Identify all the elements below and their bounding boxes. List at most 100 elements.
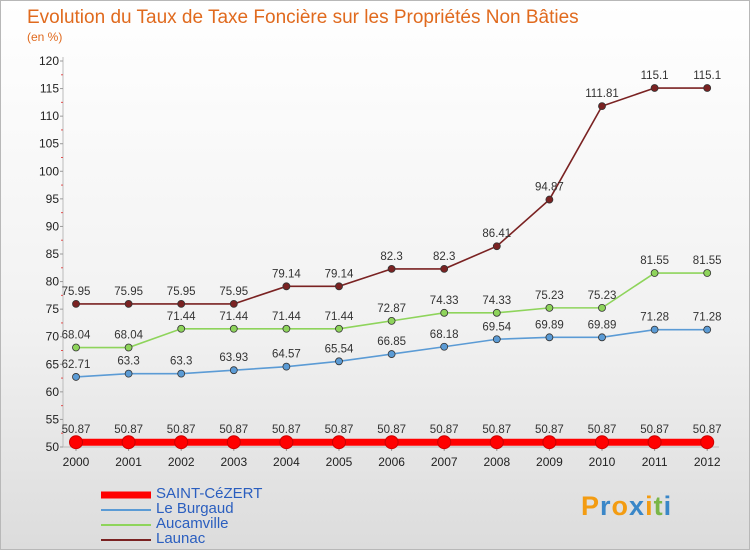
data-point <box>332 435 346 450</box>
chart-title: Evolution du Taux de Taxe Foncière sur l… <box>27 7 579 28</box>
legend-item: Launac <box>101 530 361 547</box>
data-point <box>121 435 136 450</box>
data-point <box>700 435 715 450</box>
data-point <box>124 300 133 308</box>
data-label: 75.95 <box>167 286 196 298</box>
logo-letter: x <box>629 491 646 521</box>
data-label: 86.41 <box>482 228 511 240</box>
data-point <box>440 264 449 273</box>
data-label: 50.87 <box>272 424 301 436</box>
data-point <box>72 373 80 381</box>
data-point <box>335 324 343 333</box>
data-point <box>703 269 712 277</box>
data-point <box>124 369 133 378</box>
chart-subtitle: (en %) <box>27 30 63 44</box>
data-point <box>492 242 501 251</box>
y-tick-label: 50 <box>46 440 60 454</box>
data-point <box>177 300 186 308</box>
data-label: 50.87 <box>693 424 722 436</box>
data-label: 75.23 <box>588 290 617 302</box>
data-label: 71.44 <box>272 311 301 323</box>
logo-letter: i <box>663 491 673 521</box>
data-label: 74.33 <box>430 295 459 307</box>
data-label: 75.23 <box>535 290 564 302</box>
x-tick-label: 2009 <box>536 455 563 469</box>
legend-swatch <box>101 508 151 511</box>
y-tick-label: 65 <box>46 357 60 371</box>
data-point <box>177 324 186 333</box>
data-label: 81.55 <box>693 255 722 267</box>
axes: 50 55 60 65 70 75 80 85 90 95 100 105 110 115 120 2000 2… <box>39 54 721 469</box>
data-point <box>177 369 186 378</box>
data-label: 71.28 <box>693 312 722 324</box>
data-point <box>69 435 83 450</box>
data-point <box>384 435 399 450</box>
data-labels: 75.95 75.95 75.95 75.95 79.14 79.14 82.3 82.3 86… <box>62 70 722 436</box>
y-tick-label: 95 <box>46 192 60 206</box>
data-point <box>174 435 189 450</box>
y-tick-label: 80 <box>46 275 60 289</box>
data-label: 71.44 <box>219 311 248 323</box>
x-tick-label: 2004 <box>273 455 300 469</box>
data-point <box>598 102 606 111</box>
y-tick-label: 60 <box>46 385 60 399</box>
logo-letter: t <box>653 491 664 521</box>
data-point <box>647 435 662 450</box>
y-tick-label: 75 <box>46 302 60 316</box>
data-point <box>489 435 504 450</box>
data-label: 74.33 <box>482 295 511 307</box>
data-point <box>226 435 241 450</box>
data-label: 64.57 <box>272 349 301 361</box>
x-tick-label: 2005 <box>326 455 353 469</box>
proxiti-logo: Proxiti <box>581 491 672 522</box>
data-label: 68.04 <box>62 330 91 342</box>
data-point <box>545 333 554 342</box>
data-label: 71.28 <box>640 312 669 324</box>
data-point <box>650 269 659 277</box>
data-label: 50.87 <box>588 424 617 436</box>
x-tick-label: 2000 <box>63 455 90 469</box>
y-tick-label: 85 <box>46 247 60 261</box>
data-label: 50.87 <box>167 424 196 436</box>
legend-item: Aucamville <box>101 515 361 532</box>
data-point <box>387 264 396 273</box>
data-point <box>229 366 238 375</box>
legend-swatch <box>101 538 151 541</box>
data-point <box>229 324 238 333</box>
logo-letter: P <box>581 491 601 521</box>
x-tick-label: 2011 <box>642 455 668 469</box>
data-label: 50.87 <box>325 424 354 436</box>
legend-swatch <box>101 491 151 498</box>
y-tick-label: 105 <box>39 137 59 151</box>
data-label: 111.81 <box>585 88 618 100</box>
legend-label: Aucamville <box>156 515 229 532</box>
data-label: 94.87 <box>535 182 564 194</box>
data-point <box>282 282 291 291</box>
data-point <box>229 300 238 308</box>
data-point <box>492 335 501 344</box>
legend-item: SAINT-CéZERT <box>101 485 361 502</box>
data-point <box>282 324 291 333</box>
data-label: 63.93 <box>219 352 248 364</box>
x-tick-label: 2007 <box>431 455 458 469</box>
data-point <box>650 325 659 334</box>
data-point <box>492 308 501 317</box>
data-label: 68.18 <box>430 329 459 341</box>
data-label: 82.3 <box>380 251 402 263</box>
x-tick-label: 2006 <box>378 455 405 469</box>
data-point <box>279 435 294 450</box>
data-label: 50.87 <box>114 424 143 436</box>
data-point <box>387 316 396 325</box>
data-label: 50.87 <box>430 424 459 436</box>
legend-swatch <box>101 523 151 526</box>
logo-letter: i <box>645 491 654 521</box>
data-label: 50.87 <box>62 424 91 436</box>
data-point <box>282 362 291 371</box>
y-tick-label: 90 <box>46 219 60 233</box>
data-point <box>437 435 452 450</box>
data-label: 65.54 <box>325 343 354 355</box>
data-point <box>703 325 712 334</box>
y-tick-label: 115 <box>40 82 59 96</box>
data-point <box>72 300 80 308</box>
data-label: 71.44 <box>325 311 354 323</box>
